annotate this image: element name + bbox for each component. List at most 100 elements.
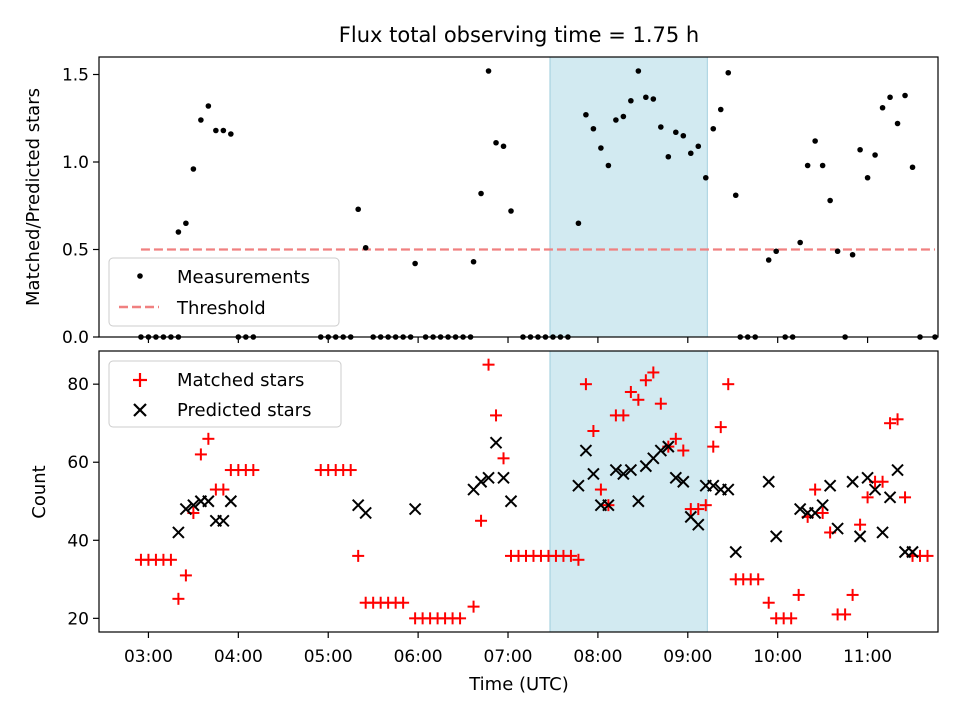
x-tick-label: 07:00 [484,647,533,667]
chart-title: Flux total observing time = 1.75 h [339,23,699,47]
measurement-point [819,162,826,169]
top-panel: 0.0 0.5 1.0 1.5 Matched/Predicted stars Mea… [23,56,939,348]
matched-star-point [579,378,592,391]
legend-measurements-label: Measurements [177,267,310,288]
predicted-star-point [677,475,690,488]
matched-star-point [921,549,934,562]
measurement-point [500,143,507,150]
legend-predicted-label: Predicted stars [177,400,311,421]
measurement-point [673,129,679,136]
matched-star-point [647,366,660,379]
predicted-star-point [359,506,372,520]
measurement-point [765,257,772,263]
measurement-point [834,248,841,255]
measurement-point [857,146,863,153]
measurement-point [717,106,724,113]
predicted-star-point [692,518,705,531]
predicted-star-point [906,545,919,559]
measurement-point [864,174,871,181]
predicted-star-point [579,444,593,457]
predicted-star-point [861,471,874,485]
measurement-point [508,208,514,214]
predicted-star-point [669,471,683,485]
measurement-point [613,117,619,123]
y-tick-label: 0.5 [62,241,89,261]
top-legend-box [108,257,340,327]
measurement-point [628,97,634,104]
measurement-point [812,138,818,144]
measurement-point [827,197,833,204]
predicted-star-point [654,444,668,457]
matched-star-point [692,503,705,516]
measurement-point [220,127,227,134]
bottom-highlight-band [549,350,708,633]
y-tick-label: 1.5 [62,66,89,86]
matched-star-point [809,483,822,496]
y-tick-label: 1.0 [62,153,89,173]
legend-predicted-marker [133,403,147,417]
measurement-point [198,117,204,123]
matched-star-point [654,397,667,410]
predicted-stars-marks [172,436,919,559]
measurement-point [804,162,811,169]
matched-star-point [587,425,600,438]
predicted-star-point [497,471,510,485]
measurement-point [872,152,878,158]
measurement-point [605,162,612,169]
measurement-point [643,94,649,101]
matched-star-point [752,573,765,586]
y-tick-label: 0.0 [62,328,89,348]
predicted-star-point [762,475,775,488]
matched-star-point [475,514,488,527]
top-x-ticks [147,337,869,343]
matched-star-point [467,600,480,613]
predicted-star-point [816,498,829,512]
matched-star-point [839,608,852,621]
matched-star-point [861,491,874,504]
predicted-star-point [587,467,600,481]
measurement-point [213,127,219,134]
matched-star-point [194,448,207,461]
top-axes-frame [98,56,939,338]
legend-matched-marker [133,373,147,387]
measurement-point [575,220,582,227]
predicted-star-point [202,495,215,508]
bottom-legend-box [108,360,342,428]
predicted-star-point [482,471,495,485]
measurement-point [658,124,664,130]
measurement-point [470,258,477,265]
bottom-x-axis: 03:00 04:00 05:00 06:00 07:00 08:00 09:00 10:00… [124,632,892,667]
matched-star-point [891,413,904,426]
matched-star-point [639,374,652,387]
top-highlight-band [549,56,708,338]
predicted-star-point [617,467,630,481]
predicted-star-point [217,514,230,527]
measurement-point [620,113,627,120]
predicted-star-point [729,545,742,559]
predicted-star-point [876,526,889,539]
predicted-star-point [662,440,675,453]
y-tick-label: 60 [67,453,89,473]
matched-star-point [669,432,682,445]
matched-star-point [677,444,690,457]
matched-star-point [454,612,467,625]
x-tick-label: 10:00 [753,647,802,667]
predicted-star-point [504,495,518,508]
legend-matched-label: Matched stars [177,370,304,391]
predicted-star-point [883,491,897,504]
predicted-star-point [831,522,844,535]
measurement-point [635,68,642,74]
measurement-point [583,111,589,118]
matched-star-point [699,499,712,512]
measurement-point [695,143,702,150]
matched-star-point [846,588,859,601]
matched-star-point [344,464,357,477]
matched-star-point [247,464,260,477]
measurement-point [362,244,369,251]
measurement-point [598,145,604,151]
predicted-star-point [624,463,638,477]
matched-star-point [785,612,798,625]
matched-star-point [816,506,829,519]
matched-star-point [876,475,889,488]
